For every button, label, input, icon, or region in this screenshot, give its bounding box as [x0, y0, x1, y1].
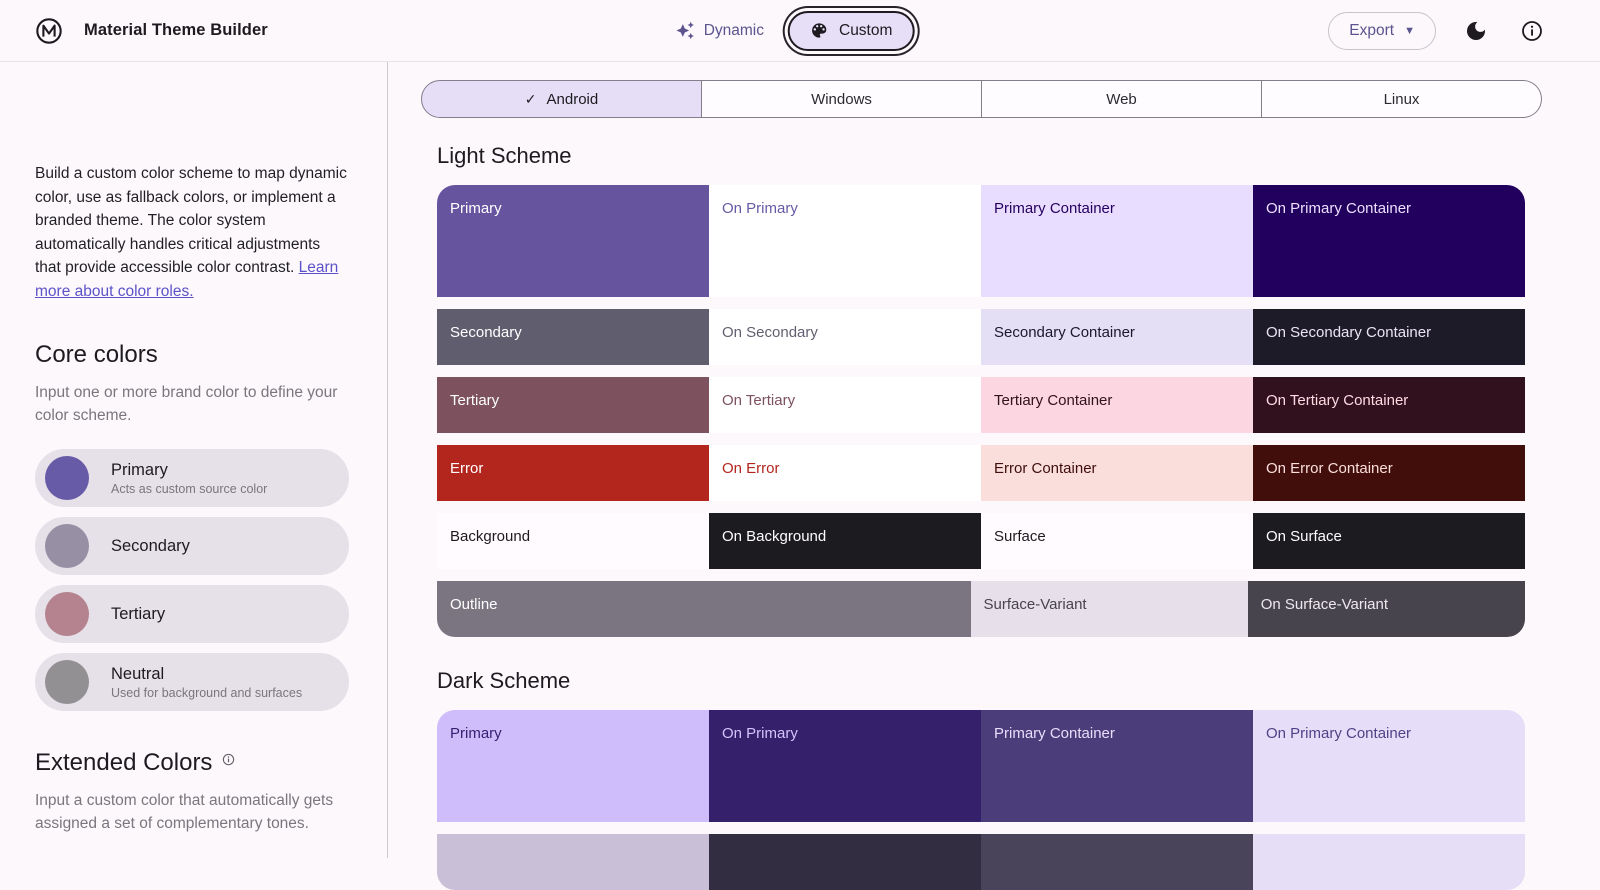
scheme-cell-cell: [437, 834, 709, 890]
info-icon: [1522, 20, 1542, 41]
tab-linux[interactable]: Linux: [1262, 80, 1542, 118]
core-color-label: Primary: [111, 460, 168, 479]
scheme-cell-error: Error: [437, 445, 709, 501]
sparkle-icon: [676, 21, 695, 40]
export-label: Export: [1349, 21, 1395, 39]
scheme-cell-on-surface-variant: On Surface-Variant: [1247, 581, 1525, 637]
intro-paragraph: Build a custom color scheme to map dynam…: [35, 162, 349, 303]
scheme-cell-on-tertiary: On Tertiary: [709, 377, 981, 433]
light-scheme-grid: Primary On Primary Primary Container On Pri…: [437, 185, 1525, 637]
scheme-cell-tertiary-container: Tertiary Container: [981, 377, 1253, 433]
scheme-cell-on-primary: On Primary: [709, 710, 981, 822]
custom-label: Custom: [838, 21, 893, 39]
dark-mode-toggle[interactable]: [1460, 15, 1492, 47]
scheme-cell-primary: Primary: [437, 710, 709, 822]
page-title: Material Theme Builder: [84, 21, 268, 39]
scheme-cell-secondary: Secondary: [437, 309, 709, 365]
core-color-label: Secondary: [111, 536, 190, 555]
main-panel: ✓ Android Windows Web Linux Light Scheme Pri…: [388, 62, 1600, 890]
scheme-cell-on-secondary: On Secondary: [709, 309, 981, 365]
color-swatch-circle: [45, 456, 89, 500]
platform-tabs: ✓ Android Windows Web Linux: [421, 80, 1542, 118]
extended-colors-subtitle: Input a custom color that automatically …: [35, 792, 334, 832]
scheme-row: Tertiary On Tertiary Tertiary Container On …: [437, 377, 1525, 433]
color-swatch-circle: [45, 660, 89, 704]
core-color-neutral[interactable]: Neutral Used for background and surfaces: [35, 653, 349, 711]
material-logo-icon: [34, 16, 64, 46]
scheme-cell-on-tertiary-container: On Tertiary Container: [1253, 377, 1525, 433]
core-color-label: Neutral: [111, 664, 165, 683]
dark-scheme-grid: Primary On Primary Primary Container On Pri…: [437, 710, 1525, 890]
scheme-cell-primary-container: Primary Container: [981, 185, 1253, 297]
scheme-row: [437, 834, 1525, 890]
check-icon: ✓: [524, 90, 537, 107]
scheme-cell-cell: [709, 834, 981, 890]
core-colors-title: Core colors: [35, 341, 158, 368]
dark-scheme-title: Dark Scheme: [437, 668, 571, 693]
tab-web[interactable]: Web: [982, 80, 1262, 118]
scheme-cell-on-surface: On Surface: [1253, 513, 1525, 569]
color-swatch-circle: [45, 592, 89, 636]
scheme-cell-cell: [981, 834, 1253, 890]
palette-icon: [810, 21, 829, 40]
scheme-cell-outline: Outline: [437, 581, 971, 637]
header-actions: Export ▼: [1328, 11, 1548, 50]
scheme-row: Background On Background Surface On Surface: [437, 513, 1525, 569]
scheme-cell-surface: Surface: [981, 513, 1253, 569]
intro-text: Build a custom color scheme to map dynam…: [35, 165, 347, 276]
scheme-cell-tertiary: Tertiary: [437, 377, 709, 433]
tab-windows[interactable]: Windows: [702, 80, 982, 118]
light-scheme-title: Light Scheme: [437, 143, 572, 168]
scheme-cell-on-error-container: On Error Container: [1253, 445, 1525, 501]
scheme-row: Error On Error Error Container On Error Con…: [437, 445, 1525, 501]
color-swatch-circle: [45, 524, 89, 568]
info-button[interactable]: [1516, 15, 1548, 47]
core-color-description: Used for background and surfaces: [111, 685, 303, 700]
scheme-cell-cell: [1253, 834, 1525, 890]
extended-colors-info-icon[interactable]: [222, 753, 235, 766]
tab-label: Android: [546, 90, 599, 108]
scheme-cell-primary-container: Primary Container: [981, 710, 1253, 822]
core-color-primary[interactable]: Primary Acts as custom source color: [35, 449, 349, 507]
scheme-cell-on-primary-container: On Primary Container: [1253, 710, 1525, 822]
moon-icon: [1467, 21, 1485, 40]
scheme-cell-on-primary: On Primary: [709, 185, 981, 297]
core-color-secondary[interactable]: Secondary: [35, 517, 349, 575]
scheme-cell-on-primary-container: On Primary Container: [1253, 185, 1525, 297]
export-button[interactable]: Export ▼: [1328, 11, 1436, 50]
scheme-row: Primary On Primary Primary Container On Pri…: [437, 185, 1525, 297]
custom-toggle[interactable]: Custom: [787, 10, 915, 51]
learn-more-link[interactable]: Learn more about color roles.: [35, 259, 339, 300]
core-colors-subtitle: Input one or more brand color to define …: [35, 384, 338, 424]
core-color-tertiary[interactable]: Tertiary: [35, 585, 349, 643]
mode-switcher: Dynamic Custom: [666, 10, 915, 51]
scheme-row: Outline Surface-Variant On Surface-Variant: [437, 581, 1525, 637]
scheme-cell-error-container: Error Container: [981, 445, 1253, 501]
tab-label: Windows: [811, 90, 872, 108]
scheme-cell-on-background: On Background: [709, 513, 981, 569]
sidebar: Build a custom color scheme to map dynam…: [0, 62, 388, 858]
tab-android[interactable]: ✓ Android: [421, 80, 702, 118]
light-scheme-section: Light Scheme Primary On Primary Primary Co…: [437, 143, 1525, 890]
dropdown-caret-icon: ▼: [1404, 24, 1415, 37]
dynamic-label: Dynamic: [703, 21, 764, 39]
core-color-description: Acts as custom source color: [111, 481, 268, 496]
extended-colors-title: Extended Colors: [35, 749, 349, 777]
tab-label: Web: [1106, 90, 1137, 108]
tab-label: Linux: [1383, 90, 1420, 108]
app-header: Material Theme Builder Dynamic Custom Ex…: [0, 0, 1600, 62]
scheme-cell-surface-variant: Surface-Variant: [970, 581, 1248, 637]
scheme-row: Secondary On Secondary Secondary Container…: [437, 309, 1525, 365]
scheme-cell-primary: Primary: [437, 185, 709, 297]
scheme-cell-on-error: On Error: [709, 445, 981, 501]
dynamic-toggle[interactable]: Dynamic: [666, 13, 774, 48]
scheme-cell-background: Background: [437, 513, 709, 569]
scheme-cell-on-secondary-container: On Secondary Container: [1253, 309, 1525, 365]
core-color-label: Tertiary: [111, 604, 166, 623]
core-color-list: Primary Acts as custom source color Second…: [35, 449, 349, 711]
scheme-row: Primary On Primary Primary Container On Pri…: [437, 710, 1525, 822]
scheme-cell-secondary-container: Secondary Container: [981, 309, 1253, 365]
